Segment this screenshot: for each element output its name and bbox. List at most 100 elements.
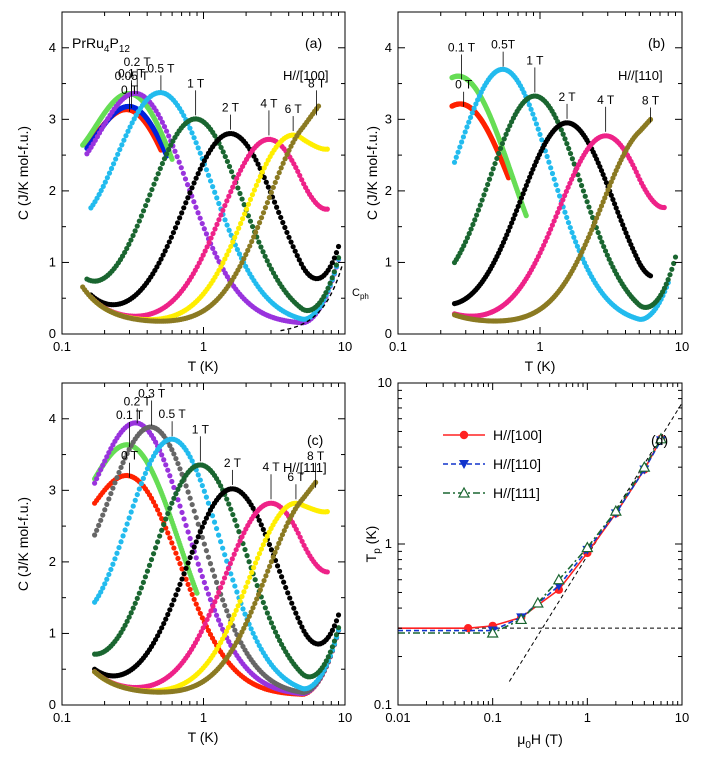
x-tick-label: 0.1 <box>389 339 407 354</box>
data-point <box>295 168 301 175</box>
y-tick-label: 3 <box>49 111 56 126</box>
panel-c-label: (c) <box>307 432 323 448</box>
data-point <box>299 177 305 183</box>
data-point <box>241 202 247 208</box>
data-point <box>235 185 241 191</box>
data-point <box>331 255 337 261</box>
data-point <box>212 189 218 195</box>
data-point <box>276 540 282 546</box>
data-point <box>108 165 115 172</box>
data-point <box>193 601 199 607</box>
data-point <box>195 561 201 567</box>
data-point <box>251 153 257 159</box>
data-point <box>241 625 247 631</box>
data-point <box>229 616 235 622</box>
data-point <box>595 229 601 236</box>
data-point <box>183 483 189 489</box>
data-point <box>243 206 250 212</box>
data-point <box>242 546 248 553</box>
data-point <box>126 614 132 620</box>
data-point <box>148 457 155 463</box>
y-tick-label: 2 <box>49 183 56 198</box>
data-point <box>96 522 102 528</box>
data-point <box>262 253 268 259</box>
data-point <box>146 562 153 568</box>
data-point <box>512 212 518 218</box>
data-point <box>611 201 618 207</box>
data-point <box>191 544 197 550</box>
data-point <box>255 161 261 167</box>
data-point <box>327 649 333 655</box>
data-point <box>187 495 193 501</box>
data-point <box>451 159 458 165</box>
data-point <box>225 624 232 631</box>
data-point <box>236 225 242 231</box>
data-point <box>218 144 224 151</box>
data-point <box>199 524 205 530</box>
data-point <box>177 215 183 221</box>
data-point <box>293 610 299 616</box>
data-point <box>191 508 197 514</box>
data-point <box>457 144 463 150</box>
field-label: 8 T <box>642 93 660 107</box>
data-point <box>548 165 554 171</box>
data-point <box>173 456 179 462</box>
data-point <box>205 500 212 506</box>
series-4-T <box>451 133 667 319</box>
data-point <box>324 569 330 575</box>
data-point <box>210 230 216 237</box>
data-point <box>159 527 165 533</box>
data-point <box>297 534 303 540</box>
data-point <box>243 621 249 627</box>
data-point <box>329 627 336 633</box>
data-point <box>298 261 304 267</box>
data-point <box>282 156 288 162</box>
data-point <box>299 538 305 544</box>
data-point <box>253 182 259 188</box>
data-point <box>231 612 237 618</box>
data-point <box>189 130 195 136</box>
y-tick-label: 1 <box>385 536 392 551</box>
data-point <box>169 156 175 162</box>
data-point <box>252 600 258 607</box>
data-point <box>518 195 525 201</box>
data-point <box>150 499 157 505</box>
data-point <box>191 199 197 205</box>
data-point <box>150 551 157 557</box>
data-point <box>232 517 238 523</box>
data-point <box>224 222 230 228</box>
data-point <box>216 217 222 223</box>
data-point <box>263 179 269 185</box>
data-point <box>175 555 181 562</box>
data-point <box>473 101 479 107</box>
data-point <box>564 214 570 221</box>
y-tick-label: 2 <box>385 183 392 198</box>
data-point <box>296 257 302 263</box>
data-point <box>625 234 631 240</box>
data-point <box>174 154 180 160</box>
legend-label: H//[100] <box>493 427 542 443</box>
field-label: 0.5 T <box>159 407 187 421</box>
data-point <box>122 249 128 256</box>
data-point <box>163 516 169 522</box>
data-point <box>287 595 293 601</box>
data-point <box>183 565 189 571</box>
data-point <box>457 486 471 498</box>
data-point <box>257 173 263 179</box>
data-point <box>623 230 629 236</box>
data-point <box>567 224 573 231</box>
data-point <box>615 209 621 215</box>
data-point <box>163 128 170 134</box>
data-point <box>161 457 167 463</box>
data-point <box>283 523 289 530</box>
panel-b-direction: H//[110] <box>618 68 663 83</box>
data-point <box>171 545 177 551</box>
data-point <box>661 285 668 291</box>
panel-a-curves <box>80 89 342 326</box>
data-point <box>108 490 114 497</box>
data-point <box>102 179 108 185</box>
data-point <box>211 519 218 525</box>
data-point <box>472 217 478 223</box>
data-point <box>104 576 110 582</box>
data-point <box>185 489 191 495</box>
